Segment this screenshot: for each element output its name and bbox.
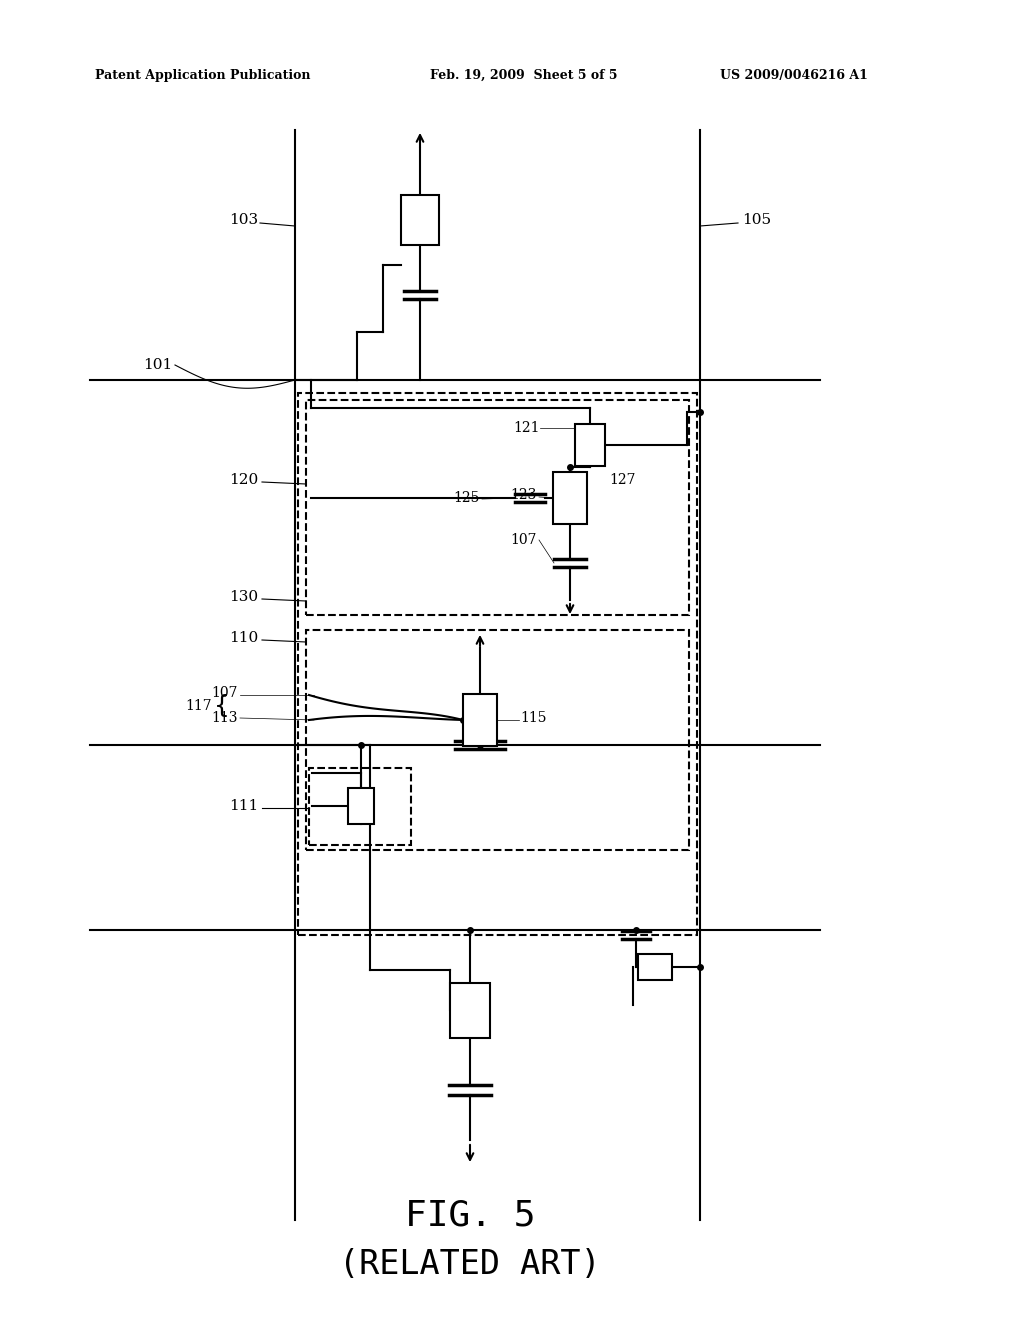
Bar: [638, 954, 672, 979]
Text: 117: 117: [185, 700, 212, 713]
Text: US 2009/0046216 A1: US 2009/0046216 A1: [720, 69, 868, 82]
Text: 127: 127: [609, 473, 636, 487]
Text: (RELATED ART): (RELATED ART): [339, 1249, 601, 1282]
Bar: [306, 630, 689, 850]
Text: 123: 123: [511, 488, 537, 502]
Text: 105: 105: [742, 213, 771, 227]
Bar: [450, 982, 490, 1038]
Text: 110: 110: [228, 631, 258, 645]
Text: 107: 107: [212, 686, 238, 700]
Bar: [298, 393, 697, 935]
Text: 113: 113: [212, 711, 238, 725]
Text: 121: 121: [513, 421, 540, 436]
Text: 107: 107: [511, 533, 537, 546]
Text: FIG. 5: FIG. 5: [404, 1199, 536, 1232]
Text: Feb. 19, 2009  Sheet 5 of 5: Feb. 19, 2009 Sheet 5 of 5: [430, 69, 617, 82]
Text: {: {: [214, 694, 230, 718]
Text: 115: 115: [520, 711, 547, 725]
Bar: [309, 768, 411, 845]
Bar: [401, 195, 439, 246]
Text: 111: 111: [228, 799, 258, 813]
Text: 101: 101: [142, 358, 172, 372]
Bar: [306, 400, 689, 615]
Text: 103: 103: [229, 213, 258, 227]
Bar: [575, 424, 605, 466]
Bar: [553, 473, 587, 524]
Text: Patent Application Publication: Patent Application Publication: [95, 69, 310, 82]
Text: 125: 125: [454, 491, 480, 506]
Text: 120: 120: [228, 473, 258, 487]
Bar: [348, 788, 374, 824]
Bar: [463, 694, 497, 746]
Text: 130: 130: [229, 590, 258, 605]
